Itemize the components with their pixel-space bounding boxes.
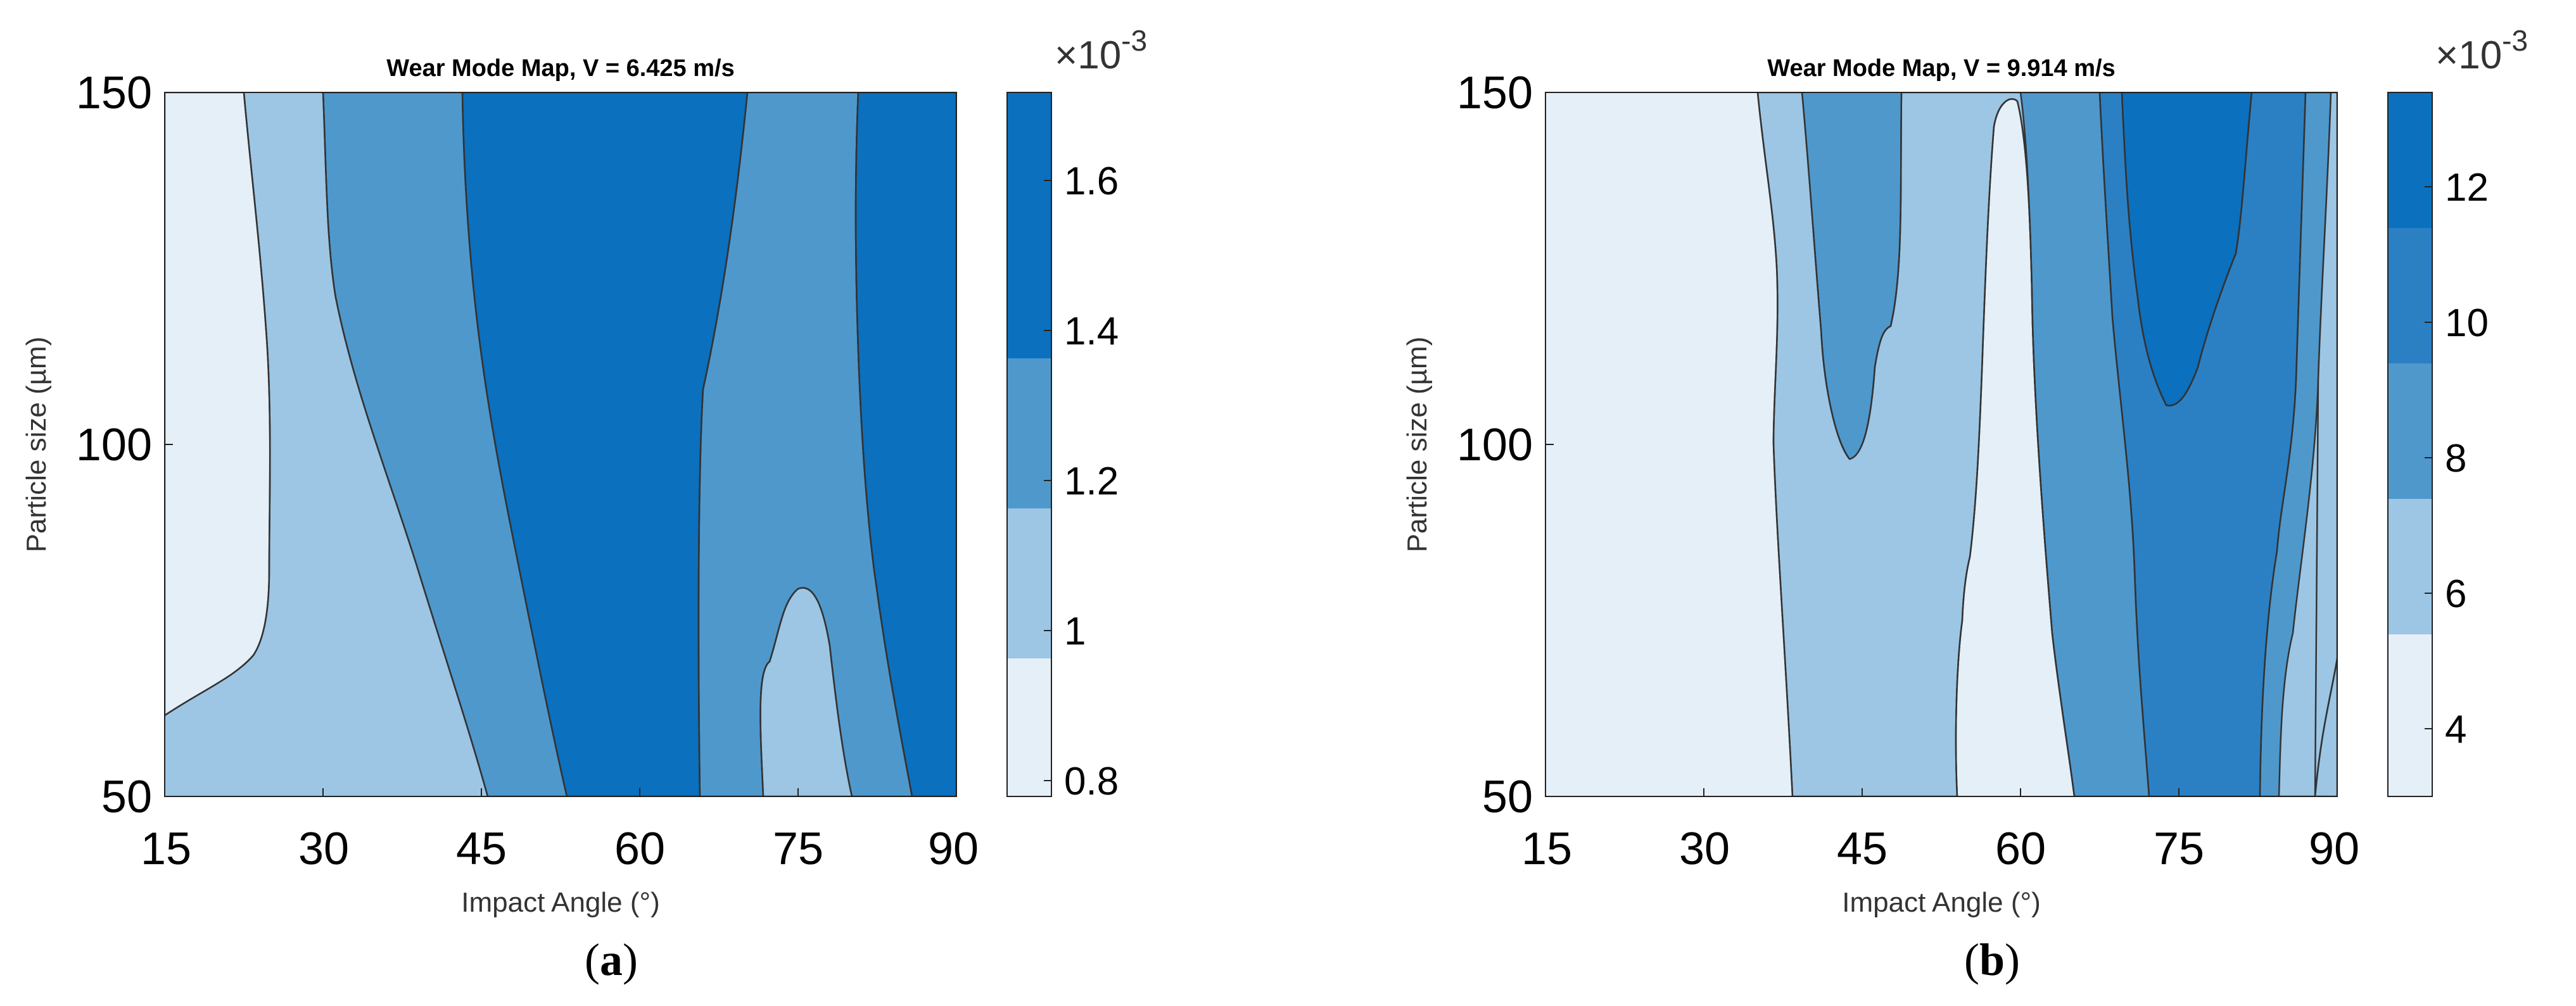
colorbar-tick-label: 4 (2445, 708, 2466, 751)
band-level-9-11-left (1802, 92, 1901, 228)
colorbar-tick-label: 1.2 (1064, 460, 1119, 503)
x-tick-label: 30 (298, 824, 349, 874)
contour-line-b-6 (2259, 92, 2307, 796)
colorbar-tick-label: 1.6 (1064, 160, 1119, 203)
panel-a: Wear Mode Map, V = 6.425 m/s (21, 24, 1147, 985)
y-tick-label: 150 (1457, 68, 1533, 118)
x-tick-labels-b: 15 30 45 60 75 90 (1521, 824, 2359, 874)
colorbar-tick-label: 8 (2445, 437, 2466, 481)
y-tick-label: 150 (76, 68, 152, 118)
colorbar-exponent-b: ×10-3 (2435, 24, 2528, 77)
y-axis-label-a: Particle size (µm) (21, 337, 52, 553)
chart-title-b: Wear Mode Map, V = 9.914 m/s (1767, 55, 2115, 82)
contour-line-b-1 (1756, 92, 1794, 796)
contour-line-b-2 (1801, 92, 1903, 460)
x-tick-label: 45 (456, 824, 507, 874)
x-tick-label: 15 (1521, 824, 1572, 874)
colorbar-tick-label: 6 (2445, 572, 2466, 616)
contour-line-b-3 (1955, 98, 2076, 796)
contour-line-a-1 (165, 92, 271, 717)
contour-plot-a (165, 92, 956, 796)
colorbar-exponent-power: -3 (1121, 24, 1147, 57)
x-axis-label-b: Impact Angle (°) (1842, 887, 2041, 918)
x-tick-label: 45 (1837, 824, 1888, 874)
x-tick-label: 60 (614, 824, 665, 874)
y-tick-labels-a: 50 100 150 (76, 68, 152, 822)
colorbar-exponent-a: ×10-3 (1055, 24, 1147, 77)
contour-line-b-7 (2314, 658, 2337, 796)
colorbar-tick-label: 1.4 (1064, 310, 1119, 353)
panel-b: Wear Mode Map, V = 9.914 m/s (1402, 24, 2528, 985)
colorbar-tick-label: 1 (1064, 610, 1086, 653)
x-ticks-a (164, 92, 957, 797)
colorbar-b: 4 6 8 10 12 ×10-3 (2387, 24, 2528, 797)
colorbar-exponent-prefix: ×10 (2435, 34, 2502, 77)
contour-line-a-6 (854, 92, 913, 796)
contour-line-a-4 (697, 92, 749, 796)
chart-title-a: Wear Mode Map, V = 6.425 m/s (386, 55, 734, 82)
x-tick-label: 75 (2154, 824, 2204, 874)
x-ticks-b (1545, 92, 2338, 797)
y-tick-label: 100 (76, 420, 152, 470)
x-tick-label: 30 (1679, 824, 1730, 874)
colorbar-a: 0.8 1 1.2 1.4 1.6 ×10-3 (1006, 24, 1147, 803)
y-tick-label: 100 (1457, 420, 1533, 470)
x-tick-label: 90 (928, 824, 979, 874)
colorbar-tick-label: 12 (2445, 166, 2489, 210)
colorbar-tick-label: 10 (2445, 301, 2489, 345)
x-tick-label: 90 (2309, 824, 2359, 874)
x-axis-label-a: Impact Angle (°) (461, 887, 660, 918)
x-tick-label: 60 (1995, 824, 2046, 874)
contour-line-b-4 (2098, 92, 2150, 796)
contour-line-a-3 (461, 92, 568, 796)
y-axis-label-b: Particle size (µm) (1402, 337, 1433, 553)
x-tick-labels-a: 15 30 45 60 75 90 (141, 824, 979, 874)
y-tick-labels-b: 50 100 150 (1457, 68, 1533, 822)
contour-line-a-2 (322, 92, 489, 796)
contour-line-b-5 (2121, 92, 2253, 406)
panel-caption-a: (a) (585, 934, 638, 985)
y-tick-label: 50 (101, 772, 152, 822)
colorbar-tick-label: 0.8 (1064, 760, 1119, 803)
colorbar-exponent-prefix: ×10 (1055, 34, 1121, 77)
contour-plot-b (1545, 92, 2337, 796)
contour-line-a-5 (759, 587, 853, 796)
x-tick-label: 75 (773, 824, 823, 874)
panel-caption-b: (b) (1964, 934, 2020, 985)
y-tick-label: 50 (1482, 772, 1533, 822)
colorbar-exponent-power: -3 (2502, 24, 2528, 57)
x-tick-label: 15 (141, 824, 191, 874)
